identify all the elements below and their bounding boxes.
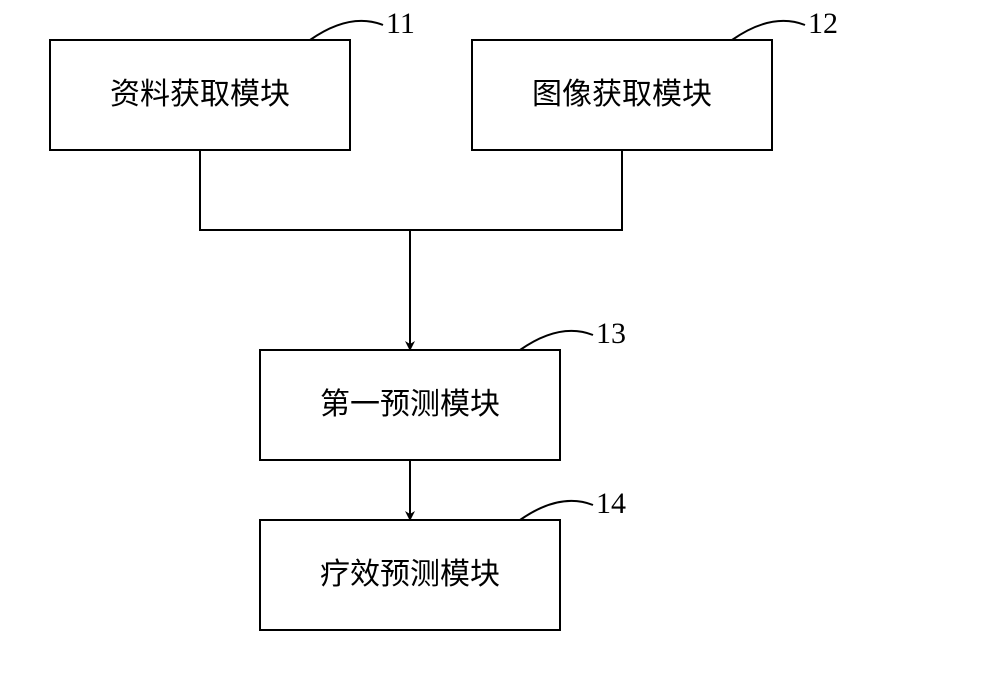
node-label: 第一预测模块 xyxy=(320,388,500,421)
node-label: 图像获取模块 xyxy=(532,78,712,111)
leader-n14 xyxy=(520,501,593,520)
leader-n11 xyxy=(310,21,383,40)
flowchart-canvas: 资料获取模块 图像获取模块第一预测模块疗效预测模块 11 12 13 14 xyxy=(0,0,1000,673)
leader-n13 xyxy=(520,331,593,350)
edge-0 xyxy=(200,150,410,350)
node-n14: 疗效预测模块 xyxy=(260,520,560,630)
node-n12: 图像获取模块 xyxy=(472,40,772,150)
node-label: 资料获取模块 xyxy=(110,78,290,111)
number-label-n13: 13 xyxy=(596,317,626,350)
node-label: 疗效预测模块 xyxy=(320,558,500,591)
number-label-n12: 12 xyxy=(808,7,838,40)
node-n11: 资料获取模块 xyxy=(50,40,350,150)
number-label-n11: 11 xyxy=(386,7,415,40)
node-n13: 第一预测模块 xyxy=(260,350,560,460)
leader-n12 xyxy=(732,21,805,40)
edges-group xyxy=(200,150,622,520)
number-label-n14: 14 xyxy=(596,487,626,520)
edge-1 xyxy=(410,150,622,350)
